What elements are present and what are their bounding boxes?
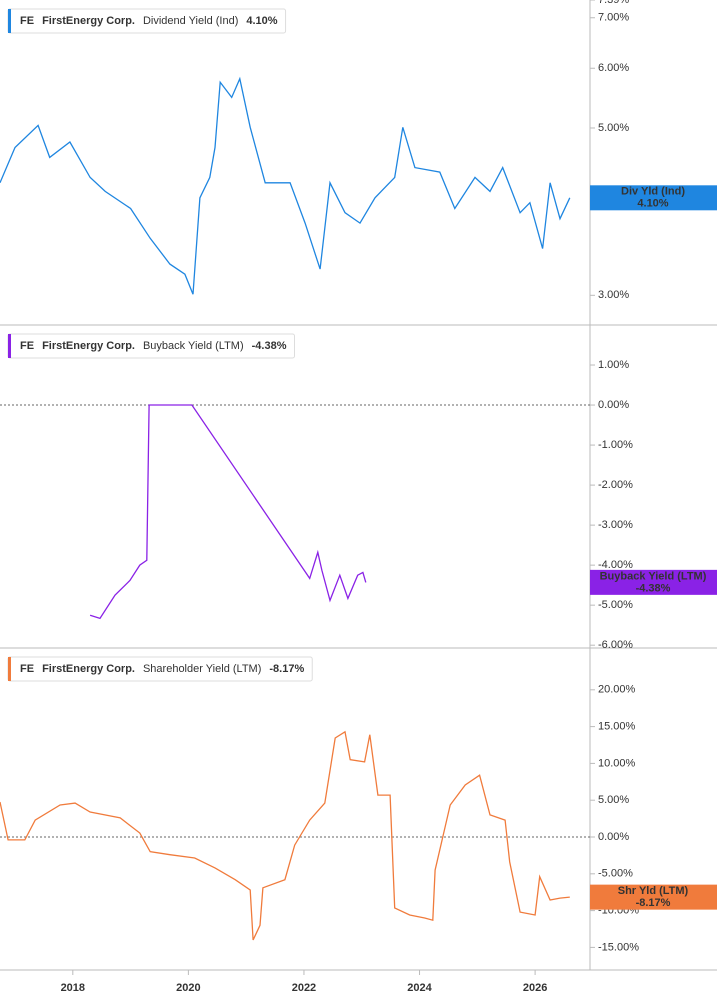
legend: FE FirstEnergy Corp. Dividend Yield (Ind) 4… bbox=[7, 8, 287, 34]
value-badge bbox=[590, 569, 717, 595]
badge-value: 4.10% bbox=[637, 198, 668, 210]
y-tick-label: -2.00% bbox=[598, 479, 633, 491]
data-line bbox=[0, 730, 570, 941]
x-tick-label: 2020 bbox=[176, 982, 200, 994]
y-tick-label: 0.00% bbox=[598, 399, 629, 411]
badge-label: Div Yld (Ind) bbox=[621, 186, 685, 198]
data-line bbox=[89, 404, 367, 620]
badge-value: -4.38% bbox=[636, 582, 671, 594]
value-badge bbox=[590, 185, 717, 211]
y-tick-label: -5.00% bbox=[598, 599, 633, 611]
y-tick-label: 6.00% bbox=[598, 62, 629, 74]
y-tick-label: 1.00% bbox=[598, 359, 629, 371]
legend-latest: -4.38% bbox=[252, 340, 287, 352]
legend-series: Buyback Yield (LTM) bbox=[143, 340, 244, 352]
legend-swatch bbox=[8, 334, 11, 358]
value-badge bbox=[590, 884, 717, 910]
y-tick-label: -1.00% bbox=[598, 439, 633, 451]
x-tick-label: 2024 bbox=[407, 982, 432, 994]
y-tick-label: 5.00% bbox=[598, 122, 629, 134]
x-tick-label: 2018 bbox=[61, 982, 85, 994]
y-tick-label: -4.00% bbox=[598, 559, 633, 571]
x-tick-label: 2026 bbox=[523, 982, 547, 994]
legend-latest: -8.17% bbox=[269, 663, 304, 675]
y-tick-label: -6.00% bbox=[598, 639, 633, 651]
legend-latest: 4.10% bbox=[246, 15, 277, 27]
legend-company: FirstEnergy Corp. bbox=[42, 663, 135, 675]
y-tick-label: 0.00% bbox=[598, 831, 629, 843]
y-tick-label: 5.00% bbox=[598, 794, 629, 806]
y-tick-label: -15.00% bbox=[598, 941, 639, 953]
legend: FE FirstEnergy Corp. Buyback Yield (LTM) -4… bbox=[7, 333, 295, 359]
legend-company: FirstEnergy Corp. bbox=[42, 340, 135, 352]
y-tick-label: 20.00% bbox=[598, 684, 636, 696]
badge-label: Buyback Yield (LTM) bbox=[600, 570, 707, 582]
x-tick-label: 2022 bbox=[292, 982, 316, 994]
y-tick-label: 7.00% bbox=[598, 12, 629, 24]
legend: FE FirstEnergy Corp. Shareholder Yield (LT… bbox=[7, 656, 313, 682]
badge-label: Shr Yld (LTM) bbox=[618, 885, 689, 897]
legend-ticker: FE bbox=[20, 340, 34, 352]
y-tick-label: -3.00% bbox=[598, 519, 633, 531]
data-line bbox=[0, 76, 571, 295]
legend-swatch bbox=[8, 9, 11, 33]
legend-ticker: FE bbox=[20, 663, 34, 675]
legend-swatch bbox=[8, 657, 11, 681]
y-tick-label: 10.00% bbox=[598, 757, 636, 769]
legend-series: Shareholder Yield (LTM) bbox=[143, 663, 261, 675]
legend-ticker: FE bbox=[20, 15, 34, 27]
y-tick-label: 15.00% bbox=[598, 721, 636, 733]
legend-company: FirstEnergy Corp. bbox=[42, 15, 135, 27]
y-tick-label: 7.39% bbox=[598, 0, 629, 6]
y-tick-label: 3.00% bbox=[598, 289, 629, 301]
badge-value: -8.17% bbox=[636, 897, 671, 909]
y-tick-label: -5.00% bbox=[598, 868, 633, 880]
legend-series: Dividend Yield (Ind) bbox=[143, 15, 238, 27]
